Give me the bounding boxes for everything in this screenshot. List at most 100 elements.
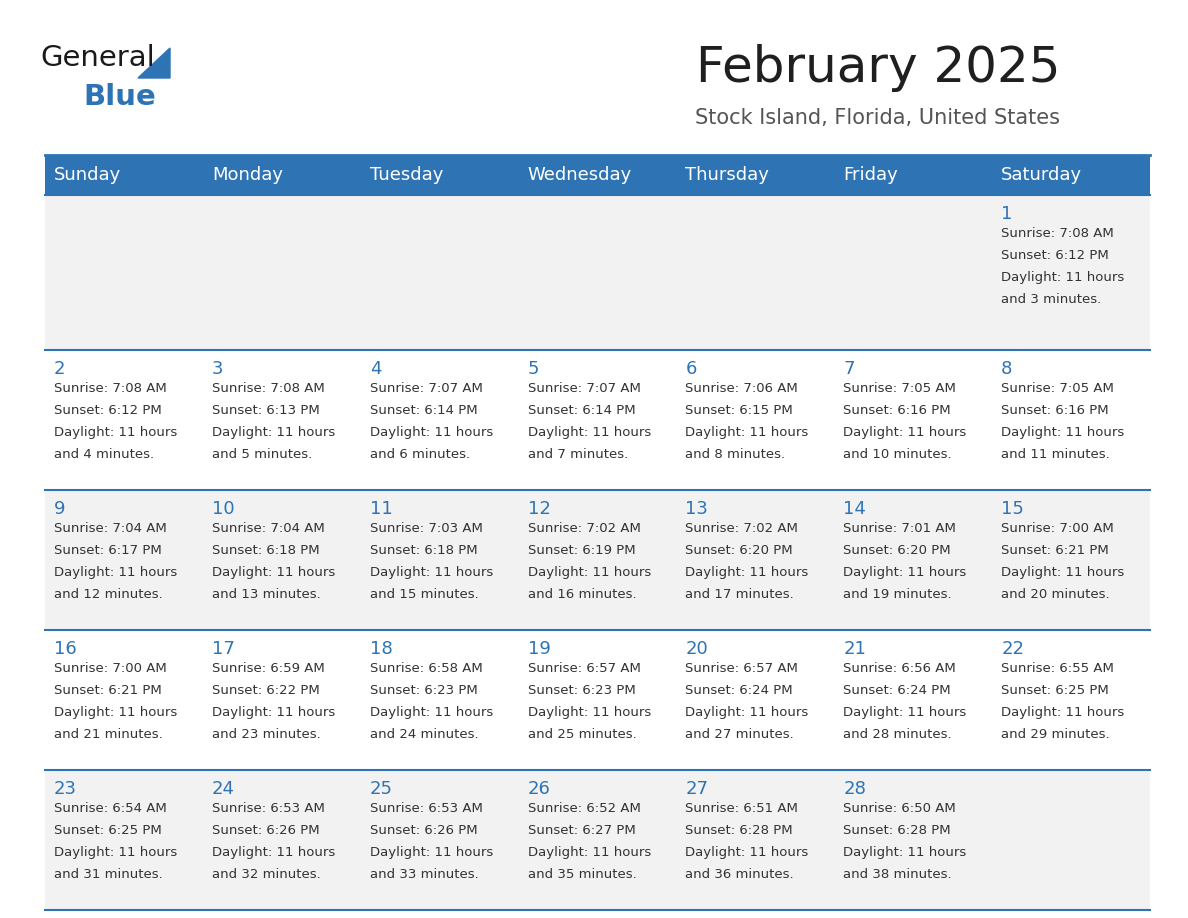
Text: Daylight: 11 hours: Daylight: 11 hours xyxy=(53,426,177,439)
Text: Sunrise: 7:05 AM: Sunrise: 7:05 AM xyxy=(1001,382,1114,395)
Text: Sunrise: 7:08 AM: Sunrise: 7:08 AM xyxy=(53,382,166,395)
Text: 13: 13 xyxy=(685,500,708,518)
Text: Sunset: 6:16 PM: Sunset: 6:16 PM xyxy=(1001,404,1108,417)
Text: February 2025: February 2025 xyxy=(695,44,1060,92)
Text: Sunset: 6:23 PM: Sunset: 6:23 PM xyxy=(369,684,478,697)
Text: and 7 minutes.: and 7 minutes. xyxy=(527,448,627,461)
Text: Sunrise: 7:04 AM: Sunrise: 7:04 AM xyxy=(53,522,166,535)
Text: Sunset: 6:24 PM: Sunset: 6:24 PM xyxy=(685,684,794,697)
Text: Daylight: 11 hours: Daylight: 11 hours xyxy=(685,426,809,439)
Text: Sunset: 6:16 PM: Sunset: 6:16 PM xyxy=(843,404,950,417)
Text: Sunset: 6:26 PM: Sunset: 6:26 PM xyxy=(211,824,320,837)
Text: Daylight: 11 hours: Daylight: 11 hours xyxy=(53,846,177,859)
Text: and 36 minutes.: and 36 minutes. xyxy=(685,868,794,881)
Text: Sunrise: 7:02 AM: Sunrise: 7:02 AM xyxy=(527,522,640,535)
Text: Thursday: Thursday xyxy=(685,166,770,184)
Text: 23: 23 xyxy=(53,780,77,798)
Text: 1: 1 xyxy=(1001,205,1012,223)
Text: Sunrise: 6:57 AM: Sunrise: 6:57 AM xyxy=(527,662,640,675)
Text: Sunset: 6:21 PM: Sunset: 6:21 PM xyxy=(53,684,162,697)
Text: Sunrise: 6:53 AM: Sunrise: 6:53 AM xyxy=(369,802,482,815)
Text: Daylight: 11 hours: Daylight: 11 hours xyxy=(1001,566,1124,579)
Text: Sunrise: 6:57 AM: Sunrise: 6:57 AM xyxy=(685,662,798,675)
Text: Sunrise: 7:07 AM: Sunrise: 7:07 AM xyxy=(369,382,482,395)
Text: 24: 24 xyxy=(211,780,235,798)
Text: and 31 minutes.: and 31 minutes. xyxy=(53,868,163,881)
Text: Sunset: 6:24 PM: Sunset: 6:24 PM xyxy=(843,684,950,697)
Text: 17: 17 xyxy=(211,640,235,658)
Text: 18: 18 xyxy=(369,640,392,658)
Text: Sunset: 6:18 PM: Sunset: 6:18 PM xyxy=(211,544,320,557)
Text: Sunset: 6:23 PM: Sunset: 6:23 PM xyxy=(527,684,636,697)
Text: 28: 28 xyxy=(843,780,866,798)
Text: 14: 14 xyxy=(843,500,866,518)
Text: Monday: Monday xyxy=(211,166,283,184)
Text: and 24 minutes.: and 24 minutes. xyxy=(369,728,479,741)
Text: Daylight: 11 hours: Daylight: 11 hours xyxy=(211,426,335,439)
Text: Sunset: 6:25 PM: Sunset: 6:25 PM xyxy=(53,824,162,837)
Text: Sunrise: 7:06 AM: Sunrise: 7:06 AM xyxy=(685,382,798,395)
Text: Daylight: 11 hours: Daylight: 11 hours xyxy=(527,706,651,719)
Text: 4: 4 xyxy=(369,360,381,378)
Text: and 11 minutes.: and 11 minutes. xyxy=(1001,448,1110,461)
Text: and 25 minutes.: and 25 minutes. xyxy=(527,728,637,741)
Text: 16: 16 xyxy=(53,640,77,658)
Text: and 8 minutes.: and 8 minutes. xyxy=(685,448,785,461)
Text: 10: 10 xyxy=(211,500,234,518)
Text: Sunset: 6:15 PM: Sunset: 6:15 PM xyxy=(685,404,794,417)
Text: 12: 12 xyxy=(527,500,550,518)
Text: Sunset: 6:20 PM: Sunset: 6:20 PM xyxy=(685,544,794,557)
Text: Sunrise: 6:51 AM: Sunrise: 6:51 AM xyxy=(685,802,798,815)
Text: Sunrise: 6:58 AM: Sunrise: 6:58 AM xyxy=(369,662,482,675)
Text: Sunset: 6:12 PM: Sunset: 6:12 PM xyxy=(1001,249,1108,262)
Text: 26: 26 xyxy=(527,780,550,798)
Text: and 27 minutes.: and 27 minutes. xyxy=(685,728,795,741)
Text: Daylight: 11 hours: Daylight: 11 hours xyxy=(369,566,493,579)
Text: 25: 25 xyxy=(369,780,393,798)
Text: Saturday: Saturday xyxy=(1001,166,1082,184)
Text: 9: 9 xyxy=(53,500,65,518)
Text: Sunset: 6:20 PM: Sunset: 6:20 PM xyxy=(843,544,950,557)
Text: 2: 2 xyxy=(53,360,65,378)
Text: Daylight: 11 hours: Daylight: 11 hours xyxy=(685,846,809,859)
Text: 19: 19 xyxy=(527,640,550,658)
Text: Sunset: 6:12 PM: Sunset: 6:12 PM xyxy=(53,404,162,417)
Text: 21: 21 xyxy=(843,640,866,658)
Text: Friday: Friday xyxy=(843,166,898,184)
Text: Sunrise: 7:00 AM: Sunrise: 7:00 AM xyxy=(53,662,166,675)
Text: 11: 11 xyxy=(369,500,392,518)
Text: Daylight: 11 hours: Daylight: 11 hours xyxy=(843,706,967,719)
Text: Daylight: 11 hours: Daylight: 11 hours xyxy=(527,426,651,439)
Text: Daylight: 11 hours: Daylight: 11 hours xyxy=(1001,426,1124,439)
Text: Wednesday: Wednesday xyxy=(527,166,632,184)
Text: and 6 minutes.: and 6 minutes. xyxy=(369,448,469,461)
Text: Tuesday: Tuesday xyxy=(369,166,443,184)
Text: 22: 22 xyxy=(1001,640,1024,658)
Text: Blue: Blue xyxy=(83,83,157,111)
Text: Sunrise: 6:53 AM: Sunrise: 6:53 AM xyxy=(211,802,324,815)
Text: 15: 15 xyxy=(1001,500,1024,518)
Text: and 32 minutes.: and 32 minutes. xyxy=(211,868,321,881)
Text: 5: 5 xyxy=(527,360,539,378)
Text: Sunset: 6:14 PM: Sunset: 6:14 PM xyxy=(527,404,636,417)
Text: and 4 minutes.: and 4 minutes. xyxy=(53,448,154,461)
Text: and 23 minutes.: and 23 minutes. xyxy=(211,728,321,741)
Text: 7: 7 xyxy=(843,360,855,378)
Text: Daylight: 11 hours: Daylight: 11 hours xyxy=(843,426,967,439)
Text: and 21 minutes.: and 21 minutes. xyxy=(53,728,163,741)
Text: Sunrise: 6:56 AM: Sunrise: 6:56 AM xyxy=(843,662,956,675)
Text: General: General xyxy=(40,44,156,72)
Text: Daylight: 11 hours: Daylight: 11 hours xyxy=(211,846,335,859)
Text: Sunset: 6:28 PM: Sunset: 6:28 PM xyxy=(685,824,794,837)
Text: Sunset: 6:18 PM: Sunset: 6:18 PM xyxy=(369,544,478,557)
Text: and 19 minutes.: and 19 minutes. xyxy=(843,588,952,601)
Text: Sunrise: 6:55 AM: Sunrise: 6:55 AM xyxy=(1001,662,1114,675)
Text: Sunset: 6:21 PM: Sunset: 6:21 PM xyxy=(1001,544,1108,557)
Text: Sunrise: 7:01 AM: Sunrise: 7:01 AM xyxy=(843,522,956,535)
Text: and 33 minutes.: and 33 minutes. xyxy=(369,868,479,881)
Text: Sunrise: 7:08 AM: Sunrise: 7:08 AM xyxy=(211,382,324,395)
Text: and 20 minutes.: and 20 minutes. xyxy=(1001,588,1110,601)
Text: Sunrise: 6:59 AM: Sunrise: 6:59 AM xyxy=(211,662,324,675)
Text: Stock Island, Florida, United States: Stock Island, Florida, United States xyxy=(695,108,1060,128)
Text: Sunrise: 6:54 AM: Sunrise: 6:54 AM xyxy=(53,802,166,815)
